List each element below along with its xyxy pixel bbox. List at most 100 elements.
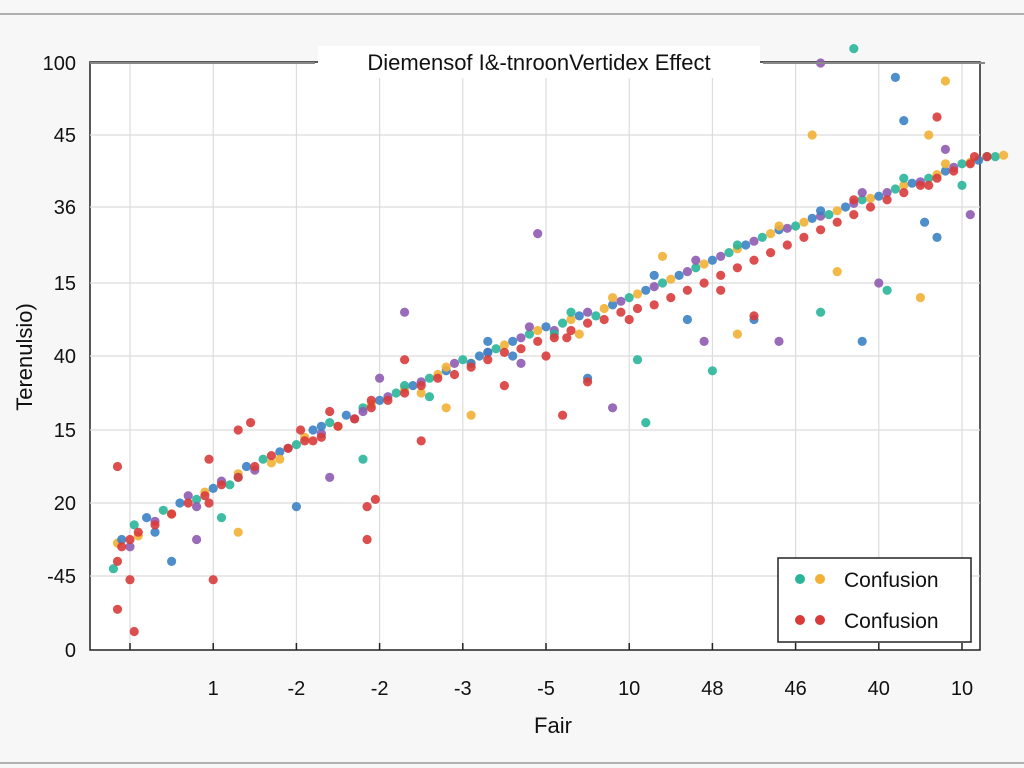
data-point-series-1	[965, 210, 975, 220]
data-point-series-2	[558, 410, 568, 420]
data-point-series-1	[325, 472, 335, 482]
data-point-series-1	[175, 498, 185, 508]
y-tick-label: 100	[43, 53, 76, 75]
data-point-series-1	[516, 358, 526, 368]
data-point-series-1	[524, 329, 535, 339]
y-tick-label: 15	[54, 420, 76, 442]
data-point-series-2	[216, 480, 227, 490]
data-point-series-1	[932, 232, 942, 242]
data-point-series-2	[250, 461, 260, 472]
data-point-series-2	[383, 395, 393, 405]
data-point-series-1	[890, 72, 901, 82]
data-point-series-2	[716, 270, 726, 280]
data-point-series-2	[362, 502, 372, 512]
data-point-series-1	[857, 188, 867, 198]
data-point-series-2	[283, 443, 293, 453]
data-point-series-1	[400, 381, 410, 391]
data-point-series-1	[508, 351, 518, 361]
y-tick-label: 45	[54, 125, 76, 147]
data-point-series-1	[924, 130, 934, 140]
data-point-series-1	[266, 458, 276, 468]
data-point-series-1	[408, 381, 418, 391]
data-point-series-1	[125, 542, 135, 552]
data-point-series-2	[924, 180, 934, 190]
data-point-series-2	[433, 373, 443, 383]
x-tick-label: -2	[288, 678, 306, 700]
legend-marker-1a	[795, 574, 805, 584]
data-point-series-1	[225, 480, 235, 490]
data-point-series-2	[599, 314, 609, 325]
data-point-series-1	[732, 240, 743, 250]
data-point-series-1	[699, 259, 709, 269]
data-point-series-1	[682, 267, 693, 277]
data-point-series-1	[466, 410, 476, 420]
data-point-series-2	[649, 300, 659, 310]
data-point-series-1	[732, 329, 743, 339]
data-point-series-1	[990, 152, 1000, 162]
data-point-series-1	[716, 251, 726, 261]
data-point-series-1	[192, 534, 202, 545]
data-point-series-2	[932, 173, 942, 183]
data-point-series-2	[112, 556, 123, 567]
data-point-series-2	[466, 362, 476, 372]
data-point-series-2	[832, 217, 842, 227]
data-point-series-1	[757, 232, 767, 242]
data-point-series-1	[533, 229, 543, 239]
data-point-series-2	[129, 626, 139, 637]
data-point-series-1	[483, 347, 493, 357]
data-point-series-2	[400, 355, 410, 365]
data-point-series-1	[649, 270, 659, 280]
data-point-series-1	[865, 193, 876, 203]
data-point-series-2	[899, 188, 909, 198]
data-point-series-1	[807, 130, 817, 140]
y-tick-label: 0	[65, 640, 76, 662]
data-point-series-1	[799, 217, 809, 227]
data-point-series-2	[816, 225, 826, 235]
data-point-series-2	[949, 166, 959, 176]
data-point-series-2	[308, 436, 318, 446]
data-point-series-2	[183, 498, 193, 508]
data-point-series-1	[566, 314, 576, 325]
data-point-series-1	[599, 303, 609, 314]
data-point-series-1	[707, 366, 718, 376]
data-point-series-2	[583, 318, 593, 328]
data-point-series-2	[882, 195, 892, 205]
data-point-series-1	[857, 336, 867, 346]
data-point-series-1	[608, 300, 618, 310]
legend-marker-2a	[795, 615, 805, 625]
data-point-series-1	[208, 483, 218, 493]
data-point-series-1	[458, 355, 468, 365]
data-point-series-1	[574, 329, 584, 339]
legend: Confusion Confusion	[777, 557, 972, 643]
data-point-series-1	[915, 293, 926, 303]
x-axis-label: Fair	[534, 713, 572, 738]
data-point-series-1	[424, 373, 435, 383]
data-point-series-1	[641, 418, 651, 428]
data-point-series-1	[508, 336, 518, 346]
data-point-series-2	[682, 285, 693, 295]
data-point-series-2	[416, 381, 426, 391]
data-point-series-1	[874, 278, 884, 288]
data-point-series-2	[766, 248, 776, 258]
data-point-series-1	[791, 221, 801, 231]
data-point-series-2	[449, 369, 460, 380]
data-point-series-2	[716, 285, 726, 295]
data-point-series-2	[266, 451, 276, 461]
data-point-series-1	[216, 513, 227, 523]
data-point-series-1	[499, 340, 509, 350]
data-point-series-1	[924, 173, 934, 183]
y-tick-label: 15	[54, 273, 76, 295]
data-point-series-2	[969, 152, 980, 162]
data-point-series-2	[416, 436, 426, 446]
data-point-series-1	[882, 285, 892, 295]
data-point-series-1	[158, 505, 168, 515]
data-point-series-2	[932, 112, 942, 122]
data-point-series-1	[624, 293, 634, 303]
data-point-series-2	[732, 263, 743, 273]
legend-label-2: Confusion	[844, 610, 939, 633]
data-point-series-2	[233, 472, 243, 482]
data-point-series-2	[666, 293, 676, 303]
data-point-series-1	[682, 314, 693, 325]
data-point-series-1	[907, 178, 917, 188]
data-point-series-1	[882, 188, 892, 198]
